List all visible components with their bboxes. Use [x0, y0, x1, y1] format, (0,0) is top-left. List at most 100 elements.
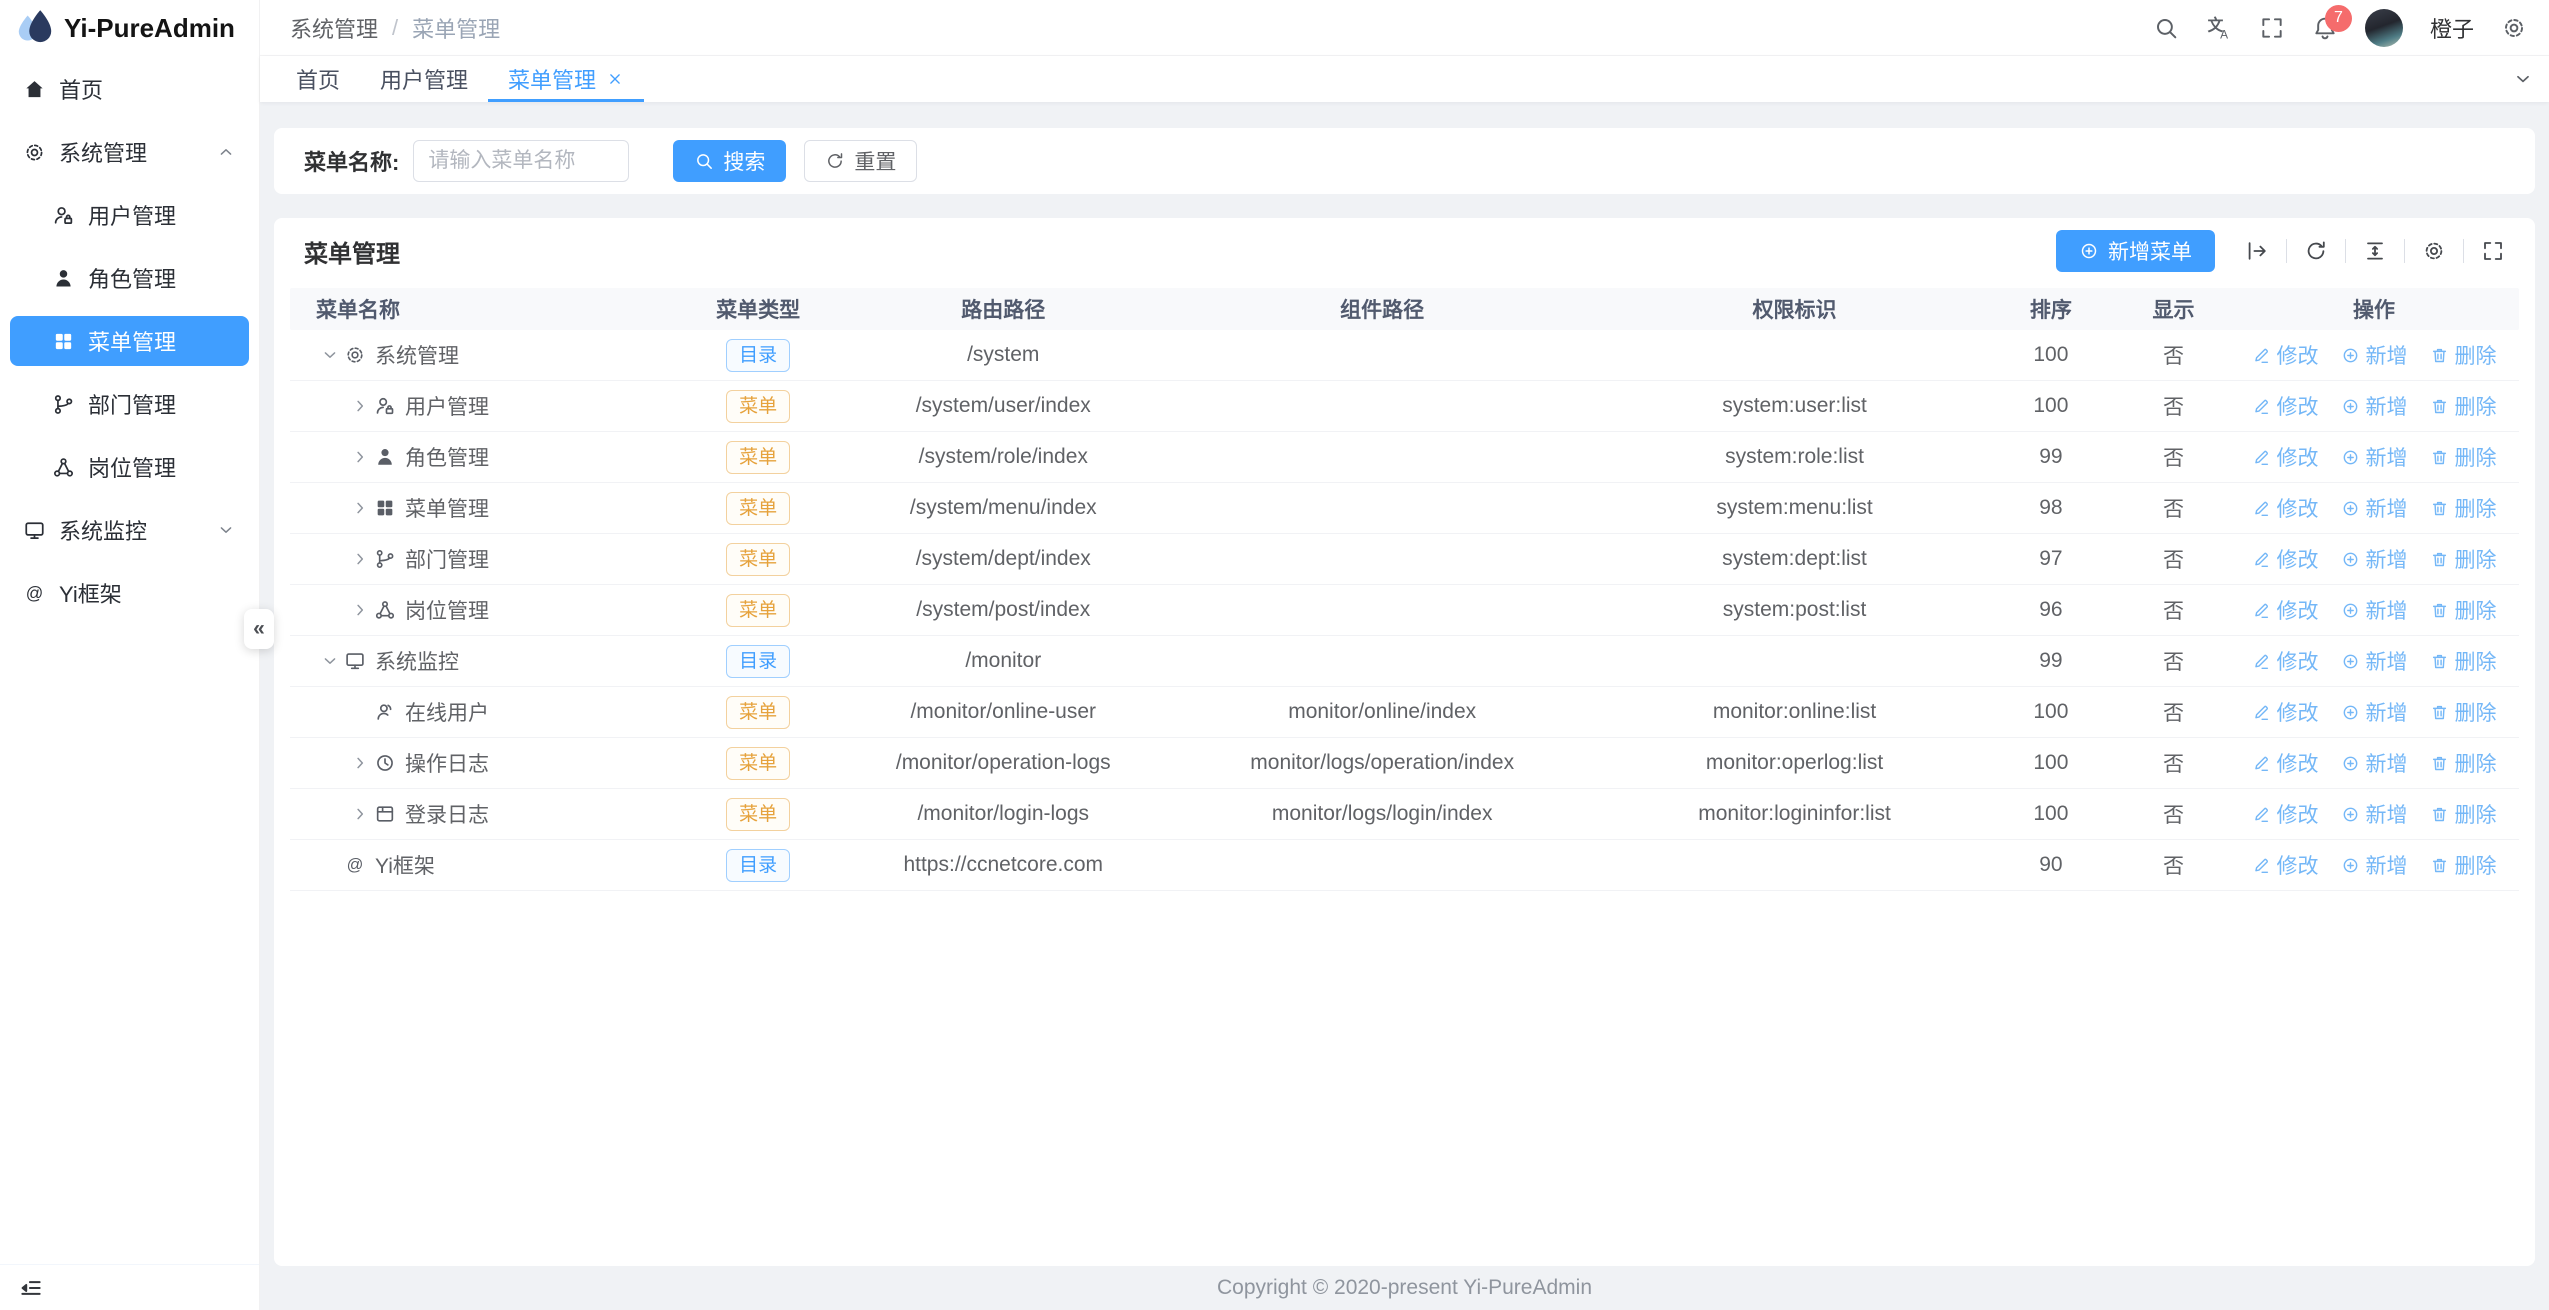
expand-arrow-icon[interactable] [316, 855, 344, 875]
route-path: /monitor/online-user [910, 700, 1097, 723]
row-action-plus[interactable]: 新增 [2341, 697, 2408, 727]
row-action-trash[interactable]: 删除 [2430, 391, 2497, 421]
tab-menu-management[interactable]: 菜单管理 [488, 56, 645, 102]
row-action-edit[interactable]: 修改 [2252, 799, 2319, 829]
expand-arrow-icon[interactable] [316, 651, 344, 671]
expand-arrow-icon[interactable] [346, 804, 374, 824]
row-action-trash[interactable]: 删除 [2430, 340, 2497, 370]
sidebar-item-post-management[interactable]: 岗位管理 [10, 442, 249, 492]
row-action-plus[interactable]: 新增 [2341, 493, 2408, 523]
sidebar-collapse-button[interactable]: « [244, 609, 274, 649]
logo[interactable]: Yi-PureAdmin [0, 0, 259, 56]
row-action-trash[interactable]: 删除 [2430, 799, 2497, 829]
search-icon [694, 151, 714, 171]
menu-icon [374, 701, 396, 723]
sidebar-item-home[interactable]: 首页 [10, 64, 249, 114]
search-button[interactable]: 搜索 [673, 140, 787, 182]
fullscreen-icon[interactable] [2259, 15, 2285, 41]
plus-circle-icon [2079, 241, 2099, 261]
breadcrumb-item[interactable]: 系统管理 [290, 16, 379, 42]
row-action-edit[interactable]: 修改 [2252, 646, 2319, 676]
route-path: /system/role/index [918, 445, 1088, 468]
row-action-edit[interactable]: 修改 [2252, 748, 2319, 778]
row-action-edit[interactable]: 修改 [2252, 442, 2319, 472]
column-header: 菜单类型 [716, 299, 801, 322]
menu-name-cell: 用户管理 [290, 391, 669, 421]
route-path: /system/dept/index [915, 547, 1091, 570]
row-action-edit[interactable]: 修改 [2252, 493, 2319, 523]
row-action-plus[interactable]: 新增 [2341, 748, 2408, 778]
username[interactable]: 橙子 [2429, 16, 2474, 42]
toolbar-settings-icon[interactable] [2422, 239, 2446, 263]
department-tree-icon [52, 393, 75, 416]
toolbar-fullscreen-icon[interactable] [2481, 239, 2505, 263]
row-action-edit[interactable]: 修改 [2252, 340, 2319, 370]
expand-arrow-icon[interactable] [346, 549, 374, 569]
toolbar-refresh-icon[interactable] [2304, 239, 2328, 263]
search-input[interactable] [413, 140, 630, 182]
notification-bell[interactable]: 7 [2312, 4, 2352, 41]
row-action-plus[interactable]: 新增 [2341, 595, 2408, 625]
row-action-trash[interactable]: 删除 [2430, 697, 2497, 727]
svg-text:@: @ [26, 582, 44, 602]
type-badge: 目录 [726, 848, 791, 882]
sidebar-item-system-management[interactable]: 系统管理 [10, 127, 249, 177]
row-action-plus[interactable]: 新增 [2341, 544, 2408, 574]
row-action-trash[interactable]: 删除 [2430, 493, 2497, 523]
menu-fold-icon[interactable] [18, 1275, 44, 1301]
row-action-plus[interactable]: 新增 [2341, 391, 2408, 421]
sidebar-item-role-management[interactable]: 角色管理 [10, 253, 249, 303]
expand-arrow-icon[interactable] [346, 702, 374, 722]
row-action-trash[interactable]: 删除 [2430, 748, 2497, 778]
toolbar-expand-icon[interactable] [2245, 239, 2269, 263]
row-action-trash[interactable]: 删除 [2430, 595, 2497, 625]
plus-icon [2341, 652, 2360, 671]
expand-arrow-icon[interactable] [346, 447, 374, 467]
row-action-plus[interactable]: 新增 [2341, 442, 2408, 472]
row-action-plus[interactable]: 新增 [2341, 646, 2408, 676]
row-action-trash[interactable]: 删除 [2430, 646, 2497, 676]
close-icon[interactable] [606, 70, 624, 88]
menu-name: 登录日志 [405, 804, 489, 827]
toolbar-separator [2286, 239, 2287, 263]
settings-gear-icon[interactable] [2501, 15, 2527, 41]
row-action-plus[interactable]: 新增 [2341, 340, 2408, 370]
expand-arrow-icon[interactable] [316, 345, 344, 365]
add-menu-button[interactable]: 新增菜单 [2056, 230, 2215, 272]
row-action-edit[interactable]: 修改 [2252, 544, 2319, 574]
row-action-trash[interactable]: 删除 [2430, 544, 2497, 574]
permission-key: monitor:online:list [1712, 700, 1877, 723]
row-action-edit[interactable]: 修改 [2252, 595, 2319, 625]
row-action-plus[interactable]: 新增 [2341, 850, 2408, 880]
column-header: 路由路径 [961, 299, 1046, 322]
expand-arrow-icon[interactable] [346, 498, 374, 518]
table-row: 在线用户 菜单 /monitor/online-user monitor/onl… [290, 687, 2519, 738]
row-action-trash[interactable]: 删除 [2430, 442, 2497, 472]
expand-arrow-icon[interactable] [346, 396, 374, 416]
sidebar-item-menu-management[interactable]: 菜单管理 [10, 316, 249, 366]
expand-arrow-icon[interactable] [346, 600, 374, 620]
row-action-plus[interactable]: 新增 [2341, 799, 2408, 829]
search-icon[interactable] [2153, 15, 2179, 41]
breadcrumb-item-current: 菜单管理 [412, 16, 501, 42]
sidebar-item-yi-framework[interactable]: @ Yi框架 [10, 568, 249, 618]
reset-button[interactable]: 重置 [804, 140, 918, 182]
tab-home[interactable]: 首页 [276, 56, 360, 102]
sidebar-item-dept-management[interactable]: 部门管理 [10, 379, 249, 429]
row-action-trash[interactable]: 删除 [2430, 850, 2497, 880]
tab-dropdown-button[interactable] [2497, 56, 2549, 102]
sidebar-item-user-management[interactable]: 用户管理 [10, 190, 249, 240]
trash-icon [2430, 448, 2449, 467]
row-action-edit[interactable]: 修改 [2252, 697, 2319, 727]
tab-user-management[interactable]: 用户管理 [360, 56, 488, 102]
expand-arrow-icon[interactable] [346, 753, 374, 773]
row-action-edit[interactable]: 修改 [2252, 850, 2319, 880]
row-action-edit[interactable]: 修改 [2252, 391, 2319, 421]
avatar[interactable] [2364, 8, 2403, 47]
sidebar-item-system-monitor[interactable]: 系统监控 [10, 505, 249, 555]
toolbar-density-icon[interactable] [2363, 239, 2387, 263]
permission-key: system:role:list [1725, 445, 1864, 468]
edit-icon [2252, 652, 2271, 671]
show-value: 否 [2162, 396, 2184, 419]
